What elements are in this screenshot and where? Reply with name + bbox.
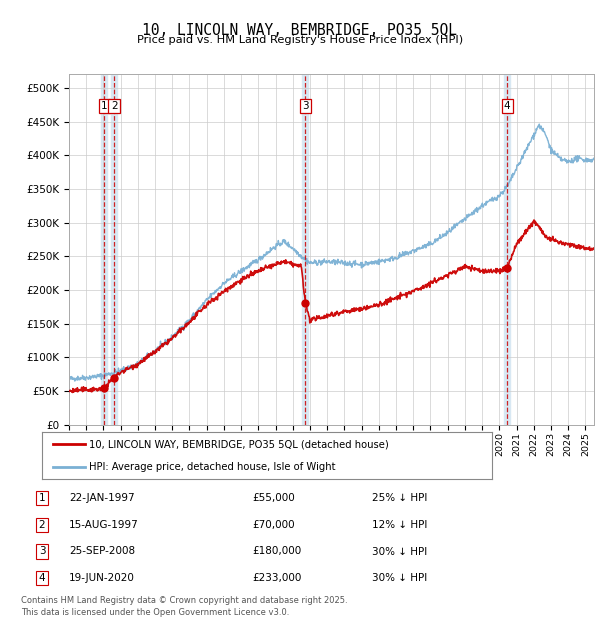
Text: 1: 1 xyxy=(38,493,46,503)
Text: Price paid vs. HM Land Registry's House Price Index (HPI): Price paid vs. HM Land Registry's House … xyxy=(137,35,463,45)
Bar xyxy=(302,74,308,425)
Text: 12% ↓ HPI: 12% ↓ HPI xyxy=(372,520,427,530)
Text: £233,000: £233,000 xyxy=(252,573,301,583)
Text: Contains HM Land Registry data © Crown copyright and database right 2025.: Contains HM Land Registry data © Crown c… xyxy=(21,596,347,606)
Text: £180,000: £180,000 xyxy=(252,546,301,557)
Bar xyxy=(111,74,117,425)
Text: £55,000: £55,000 xyxy=(252,493,295,503)
Text: 4: 4 xyxy=(504,101,511,111)
Text: 2: 2 xyxy=(38,520,46,530)
Bar xyxy=(504,74,511,425)
Text: 3: 3 xyxy=(302,101,308,111)
Text: 10, LINCOLN WAY, BEMBRIDGE, PO35 5QL (detached house): 10, LINCOLN WAY, BEMBRIDGE, PO35 5QL (de… xyxy=(89,439,389,450)
Text: HPI: Average price, detached house, Isle of Wight: HPI: Average price, detached house, Isle… xyxy=(89,463,336,472)
Text: 25% ↓ HPI: 25% ↓ HPI xyxy=(372,493,427,503)
Text: 15-AUG-1997: 15-AUG-1997 xyxy=(69,520,139,530)
Text: 22-JAN-1997: 22-JAN-1997 xyxy=(69,493,134,503)
Text: 2: 2 xyxy=(111,101,118,111)
Text: 4: 4 xyxy=(38,573,46,583)
Text: 1: 1 xyxy=(101,101,107,111)
Bar xyxy=(101,74,107,425)
Text: This data is licensed under the Open Government Licence v3.0.: This data is licensed under the Open Gov… xyxy=(21,608,289,617)
Text: 3: 3 xyxy=(38,546,46,557)
Text: £70,000: £70,000 xyxy=(252,520,295,530)
Text: 25-SEP-2008: 25-SEP-2008 xyxy=(69,546,135,557)
Text: 30% ↓ HPI: 30% ↓ HPI xyxy=(372,573,427,583)
Text: 19-JUN-2020: 19-JUN-2020 xyxy=(69,573,135,583)
Text: 30% ↓ HPI: 30% ↓ HPI xyxy=(372,546,427,557)
Text: 10, LINCOLN WAY, BEMBRIDGE, PO35 5QL: 10, LINCOLN WAY, BEMBRIDGE, PO35 5QL xyxy=(143,23,458,38)
